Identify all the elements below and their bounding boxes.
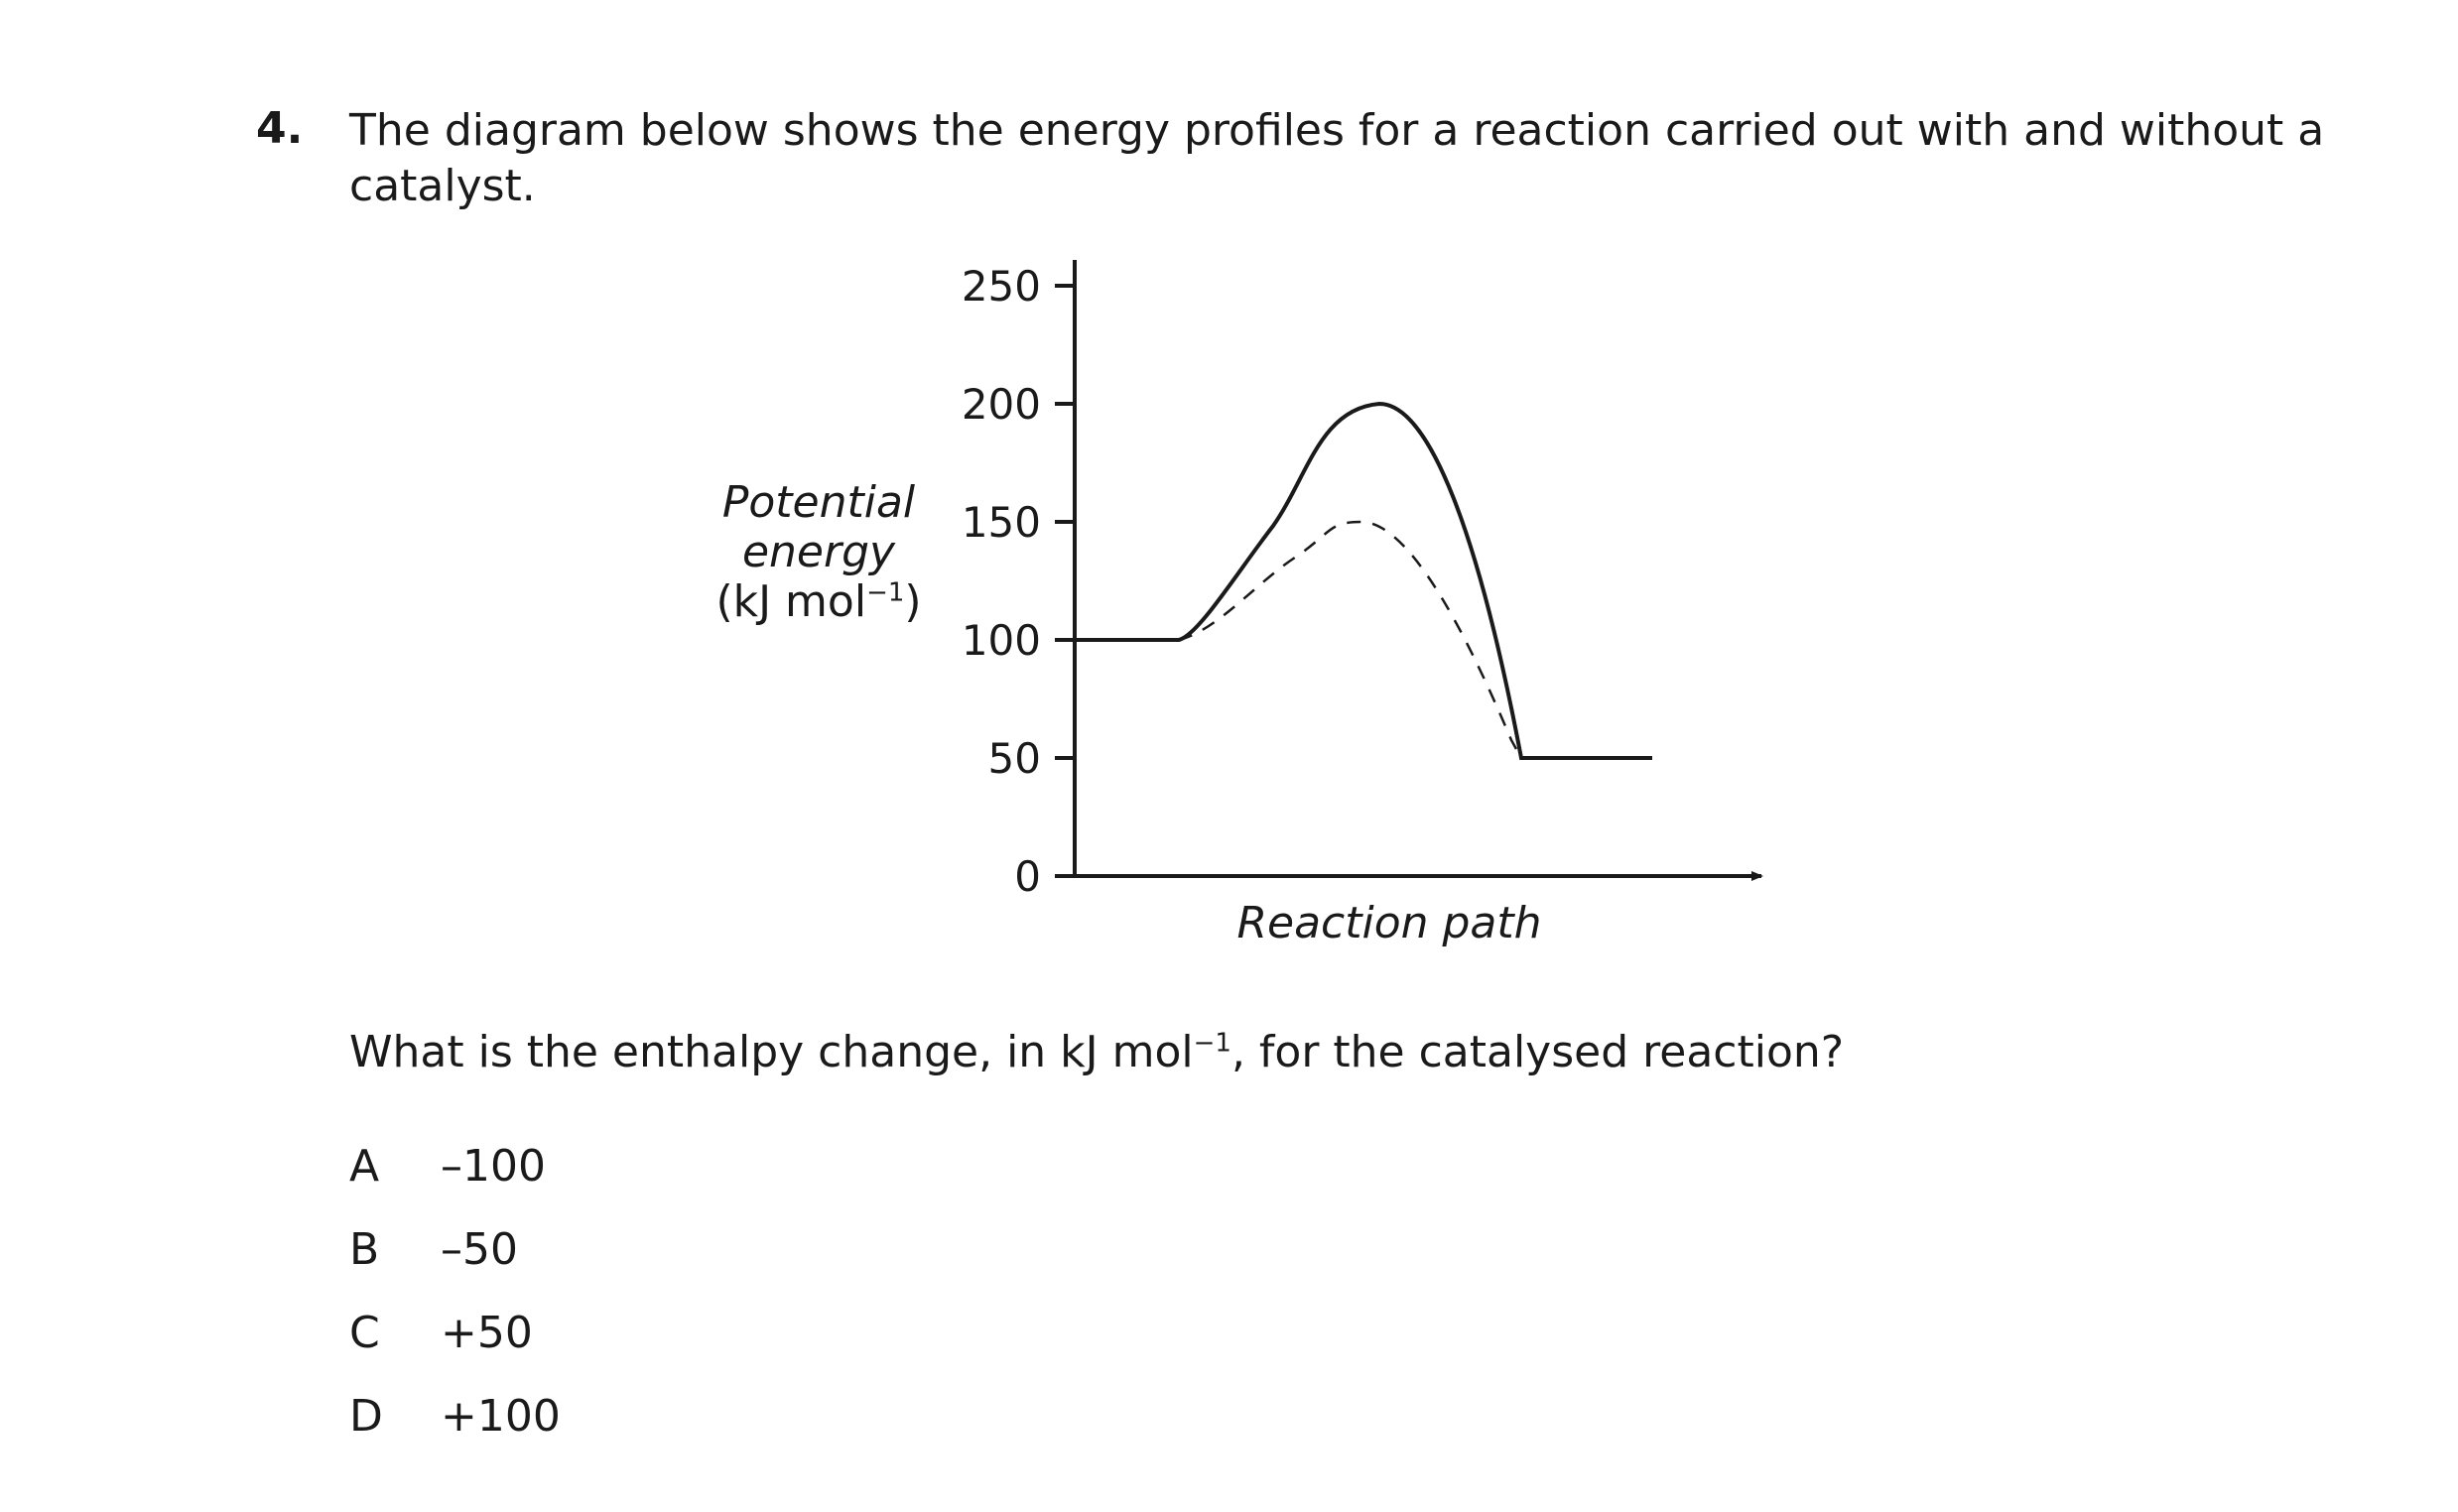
option-value: +100: [441, 1391, 561, 1442]
question-prompt-text: What is the enthalpy change, in kJ mol: [349, 1027, 1194, 1077]
option-value: –50: [441, 1224, 518, 1275]
option-value: +50: [441, 1308, 533, 1358]
option-value: –100: [441, 1141, 546, 1192]
option-letter: A: [349, 1141, 380, 1192]
question-stem: The diagram below shows the energy profi…: [349, 103, 2325, 214]
y-axis-label-line-2: energy: [741, 527, 896, 577]
y-axis-label: Potential energy (kJ mol−1): [695, 478, 943, 627]
y-axis-unit-close: ): [904, 576, 922, 627]
y-axis-unit: (kJ mol−1): [715, 576, 921, 627]
y-axis-unit-text: (kJ mol: [715, 576, 867, 627]
y-axis-label-line-1: Potential: [721, 477, 916, 528]
y-tick-label: 150: [962, 498, 1041, 547]
question-prompt-end: , for the catalysed reaction?: [1230, 1027, 1845, 1077]
option-letter: B: [349, 1224, 380, 1275]
question-number: 4.: [256, 103, 304, 154]
y-tick-label: 0: [1014, 852, 1041, 901]
question-prompt-sup: −1: [1193, 1028, 1231, 1059]
question-prompt: What is the enthalpy change, in kJ mol−1…: [349, 1027, 1844, 1077]
y-tick-label: 50: [988, 734, 1041, 783]
catalysed-profile-line: [1178, 520, 1523, 759]
option-letter: C: [349, 1308, 380, 1358]
option-letter: D: [349, 1391, 383, 1442]
x-axis-label: Reaction path: [1236, 898, 1542, 948]
y-tick-label: 250: [962, 262, 1041, 311]
question-stem-line-1: The diagram below shows the energy profi…: [349, 105, 2325, 156]
y-tick-label: 200: [962, 380, 1041, 429]
question-stem-line-2: catalyst.: [349, 161, 536, 211]
y-tick-label: 100: [962, 616, 1041, 665]
uncatalysed-profile-line: [1075, 401, 1652, 760]
y-axis-unit-sup: −1: [866, 577, 905, 608]
